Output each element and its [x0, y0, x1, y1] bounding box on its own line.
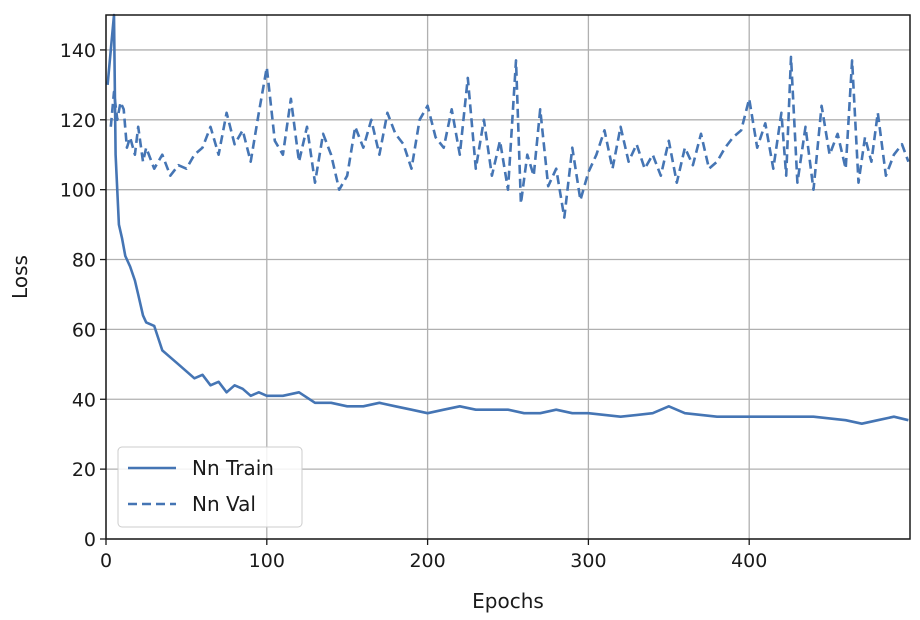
- y-tick-label: 80: [72, 250, 96, 272]
- y-axis-label: Loss: [8, 255, 32, 299]
- x-tick-labels: 0 100 200 300 400: [100, 550, 767, 572]
- y-tick-label: 140: [60, 40, 96, 62]
- y-tick-label: 120: [60, 110, 96, 132]
- y-tick-label: 20: [72, 459, 96, 481]
- y-tick-label: 100: [60, 180, 96, 202]
- y-tick-label: 0: [84, 529, 96, 551]
- legend: Nn Train Nn Val: [117, 446, 303, 528]
- y-tick-label: 60: [72, 319, 96, 341]
- x-tick-label: 400: [731, 550, 767, 572]
- y-tick-labels: 0 20 40 60 80 100 120 140: [60, 40, 96, 551]
- series-line-val: [109, 55, 910, 219]
- tick-marks: [100, 49, 750, 545]
- legend-label-train: Nn Train: [192, 456, 274, 480]
- y-tick-label: 40: [72, 389, 96, 411]
- series-layer: [106, 13, 910, 426]
- x-tick-label: 100: [249, 550, 285, 572]
- plot-frame: [105, 14, 911, 540]
- legend-label-val: Nn Val: [192, 492, 256, 516]
- x-tick-label: 200: [409, 550, 445, 572]
- x-axis-label: Epochs: [472, 589, 544, 613]
- x-tick-label: 0: [100, 550, 112, 572]
- x-tick-label: 300: [570, 550, 606, 572]
- series-line-train: [106, 13, 909, 426]
